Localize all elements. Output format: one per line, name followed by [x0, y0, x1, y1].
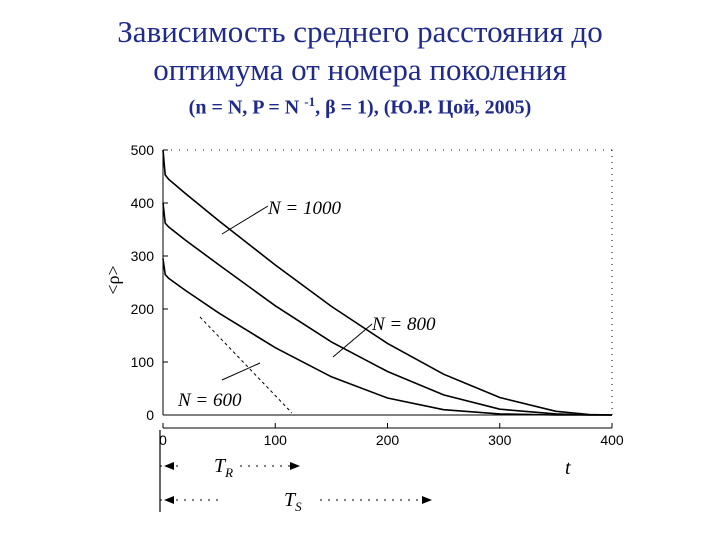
subtitle-part-2: , β = 1), (Ю.Р. Цой, 2005) [315, 96, 532, 119]
ts-arrowhead-left [164, 496, 174, 504]
series-n800-line [162, 202, 612, 416]
y-axis-label: <ρ> [103, 265, 123, 294]
x-tick-label: 400 [600, 432, 624, 448]
subtitle-superscript: -1 [304, 94, 316, 109]
plot-frame [162, 149, 613, 429]
series-n1000-line [162, 149, 613, 416]
leader-line-600 [221, 362, 261, 381]
tr-arrowhead-left [164, 462, 174, 470]
leader-line-1000 [221, 205, 269, 235]
legend-label-1000: N = 1000 [267, 198, 341, 219]
legend-label-600: N = 600 [177, 390, 242, 411]
chart-title-line-1: Зависимость среднего расстояния до [117, 14, 603, 49]
y-tick-label: 300 [131, 248, 155, 264]
subtitle-part-1: (n = N, P = N [188, 96, 305, 119]
series-lines [162, 149, 613, 416]
x-tick-label: 100 [264, 432, 288, 448]
leader-line-800 [332, 323, 373, 358]
series-n600-line [162, 258, 612, 416]
x-axis-label: t [565, 457, 571, 479]
legend-label-800: N = 800 [371, 314, 436, 335]
x-tick-label: 300 [488, 432, 512, 448]
tr-label: TR [214, 455, 233, 480]
y-tick-label: 500 [131, 142, 155, 158]
x-tick-label: 200 [376, 432, 400, 448]
ts-label: TS [284, 489, 302, 514]
annotations: N = 1000 N = 800 N = 600 TR TS t <ρ> [103, 198, 571, 514]
y-tick-label: 0 [146, 407, 154, 423]
y-tick-label: 100 [131, 354, 155, 370]
x-tick-label: 0 [159, 432, 167, 448]
chart-subtitle: (n = N, P = N -1, β = 1), (Ю.Р. Цой, 200… [0, 94, 720, 120]
chart-title-line-2: оптимума от номера поколения [153, 52, 567, 87]
y-tick-label: 200 [131, 301, 155, 317]
y-tick-label: 400 [131, 195, 155, 211]
tr-arrowhead-right [290, 462, 300, 470]
axis-ticks: 0 100 200 300 400 500 0 100 200 300 400 [131, 142, 624, 448]
ts-arrowhead-right [422, 496, 432, 504]
dashed-marker-line [199, 316, 293, 414]
